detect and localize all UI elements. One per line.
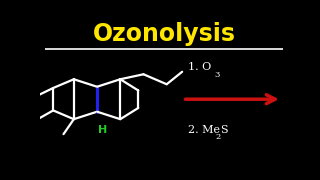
- Text: S: S: [220, 125, 228, 135]
- Text: 1. O: 1. O: [188, 62, 211, 72]
- Text: 3: 3: [215, 71, 220, 79]
- Text: H: H: [98, 125, 107, 135]
- Text: 2: 2: [215, 133, 220, 141]
- Text: Ozonolysis: Ozonolysis: [92, 22, 236, 46]
- Text: 2. Me: 2. Me: [188, 125, 220, 135]
